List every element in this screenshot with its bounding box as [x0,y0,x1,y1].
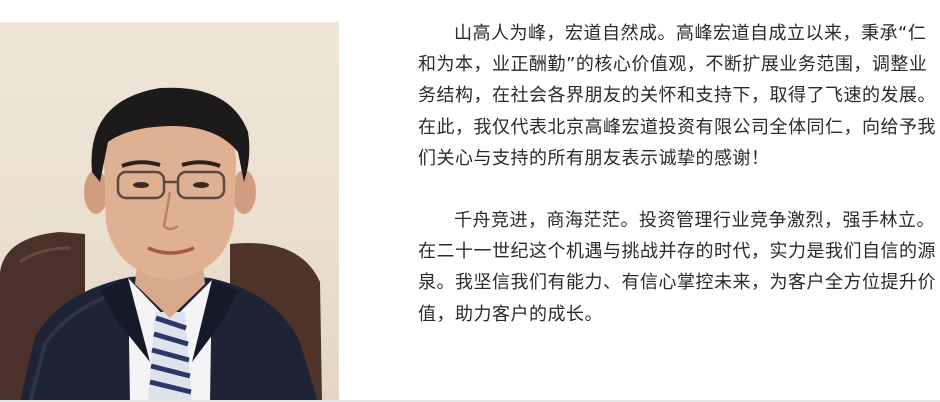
bottom-divider [0,400,940,402]
chairman-message: 山高人为峰，宏道自然成。高峰宏道自成立以来，秉承“仁和为本，业正酬勤”的核心价值… [418,18,938,330]
portrait-photo-icon [0,87,322,402]
message-paragraph-1: 山高人为峰，宏道自然成。高峰宏道自成立以来，秉承“仁和为本，业正酬勤”的核心价值… [418,23,936,169]
executive-portrait [0,22,339,402]
message-paragraph-2: 千舟竞进，商海茫茫。投资管理行业竞争激烈，强手林立。在二十一世纪这个机遇与挑战并… [418,210,936,325]
